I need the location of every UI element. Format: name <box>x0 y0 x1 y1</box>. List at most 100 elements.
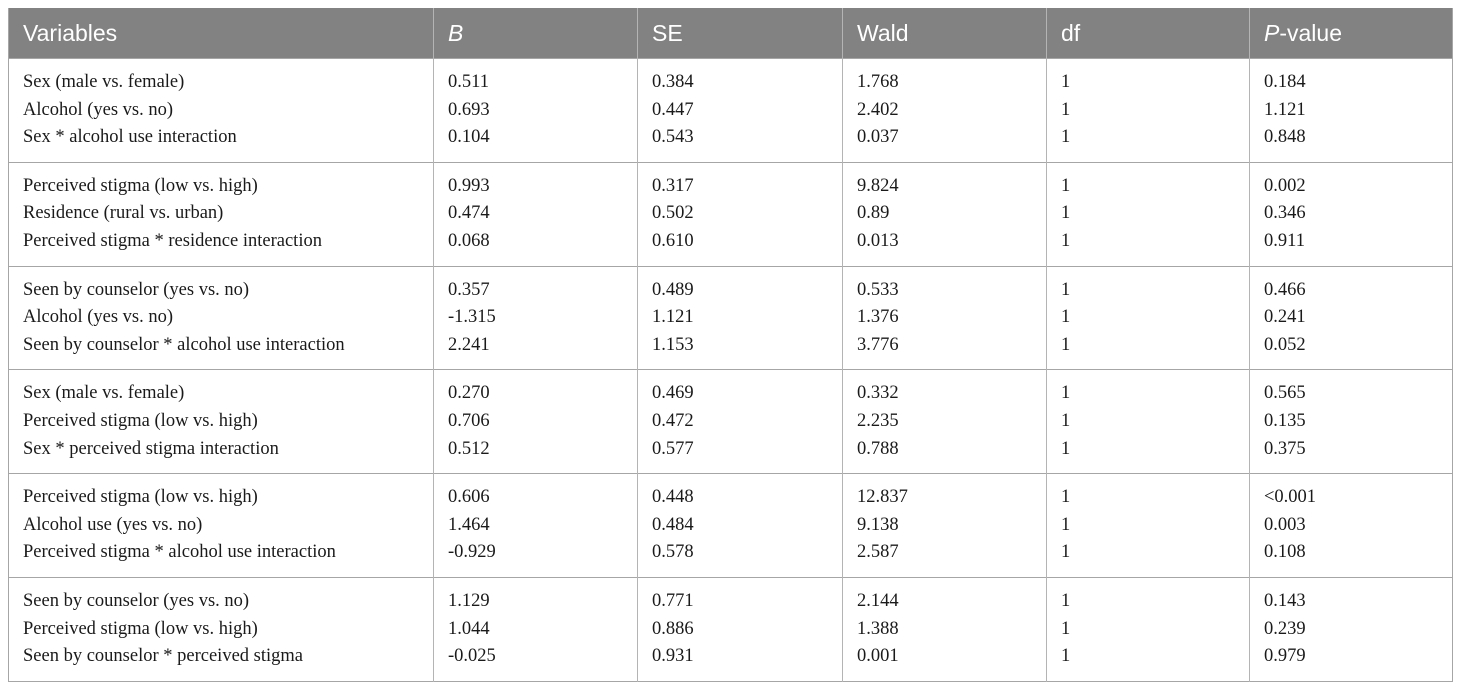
header-row: Variables B SE Wald df P-value <box>8 8 1453 59</box>
table-row-group-6: Seen by counselor (yes vs. no) Perceived … <box>8 576 1453 682</box>
results-table-container: Variables B SE Wald df P-value Sex (male… <box>8 8 1453 682</box>
header-df-label: df <box>1061 19 1081 46</box>
header-variables: Variables <box>8 8 434 59</box>
cell-se-values: 0.469 0.472 0.577 <box>637 369 843 474</box>
p-value-text: 0.239 <box>1264 618 1306 639</box>
header-se: SE <box>637 8 843 59</box>
p-value-text: 1.121 <box>1264 99 1306 120</box>
p-value-text: 0.003 <box>1264 514 1306 535</box>
se-value-text: 0.931 <box>652 646 694 667</box>
se-value-text: 0.502 <box>652 203 694 224</box>
wald-value-text: 1.376 <box>857 307 899 328</box>
variable-text: Seen by counselor (yes vs. no) <box>23 590 250 611</box>
cell-wald-values: 12.837 9.138 2.587 <box>842 473 1047 578</box>
se-value-text: 1.121 <box>652 307 694 328</box>
cell-se-values: 0.448 0.484 0.578 <box>637 473 843 578</box>
b-value-text: 0.512 <box>448 438 490 459</box>
df-value-text: 1 <box>1061 72 1071 92</box>
se-value-text: 0.886 <box>652 618 694 639</box>
p-value-text: 0.565 <box>1264 383 1306 404</box>
b-value-text: -1.315 <box>448 307 496 328</box>
se-value-text: 0.578 <box>652 542 694 563</box>
header-wald-label: Wald <box>857 19 909 46</box>
table-row-group-1: Sex (male vs. female) Alcohol (yes vs. no… <box>8 58 1453 163</box>
wald-value-text: 2.402 <box>857 99 899 120</box>
wald-value-text: 12.837 <box>857 487 908 508</box>
df-value-text: 1 <box>1061 618 1071 639</box>
table-row-group-5: Perceived stigma (low vs. high) Alcohol u… <box>8 473 1453 578</box>
p-value-text: 0.979 <box>1264 646 1306 667</box>
df-value-text: 1 <box>1061 230 1071 251</box>
table-row-group-4: Sex (male vs. female) Perceived stigma (l… <box>8 369 1453 474</box>
wald-value-text: 2.144 <box>857 590 899 611</box>
cell-p-values: 0.466 0.241 0.052 <box>1249 265 1453 370</box>
cell-df-values: 1 1 1 <box>1046 369 1250 474</box>
se-value-text: 0.771 <box>652 590 694 611</box>
wald-value-text: 1.768 <box>857 72 899 92</box>
b-value-text: 1.464 <box>448 514 490 535</box>
p-value-text: 0.466 <box>1264 279 1306 300</box>
variable-text: Perceived stigma (low vs. high) <box>23 487 258 508</box>
wald-value-text: 0.332 <box>857 383 899 404</box>
df-value-text: 1 <box>1061 514 1071 535</box>
variable-text: Sex (male vs. female) <box>23 383 185 404</box>
p-value-text: 0.135 <box>1264 410 1306 431</box>
cell-variables: Sex (male vs. female) Perceived stigma (l… <box>8 369 434 474</box>
se-value-text: 0.489 <box>652 279 694 300</box>
variable-text: Seen by counselor * perceived stigma <box>23 646 303 667</box>
cell-wald-values: 0.533 1.376 3.776 <box>842 265 1047 370</box>
se-value-text: 0.447 <box>652 99 694 120</box>
cell-df-values: 1 1 1 <box>1046 161 1250 267</box>
variable-text: Perceived stigma (low vs. high) <box>23 618 258 639</box>
b-value-text: 0.474 <box>448 203 490 224</box>
df-value-text: 1 <box>1061 203 1071 224</box>
cell-variables: Perceived stigma (low vs. high) Residence… <box>8 161 434 267</box>
cell-b-values: 0.993 0.474 0.068 <box>433 161 638 267</box>
wald-value-text: 3.776 <box>857 334 899 355</box>
cell-df-values: 1 1 1 <box>1046 576 1250 682</box>
se-value-text: 0.472 <box>652 410 694 431</box>
cell-p-values: <0.001 0.003 0.108 <box>1249 473 1453 578</box>
cell-wald-values: 1.768 2.402 0.037 <box>842 58 1047 163</box>
variable-text: Alcohol (yes vs. no) <box>23 99 174 120</box>
b-value-text: -0.025 <box>448 646 496 667</box>
se-value-text: 0.384 <box>652 72 694 92</box>
table-body: Sex (male vs. female) Alcohol (yes vs. no… <box>8 58 1453 682</box>
b-value-text: 0.706 <box>448 410 490 431</box>
variable-text: Sex * alcohol use interaction <box>23 127 237 148</box>
df-value-text: 1 <box>1061 307 1071 328</box>
variable-text: Residence (rural vs. urban) <box>23 203 224 224</box>
p-value-text: 0.108 <box>1264 542 1306 563</box>
p-value-text: 0.184 <box>1264 72 1306 92</box>
variable-text: Sex (male vs. female) <box>23 72 185 92</box>
se-value-text: 0.317 <box>652 175 694 196</box>
wald-value-text: 2.235 <box>857 410 899 431</box>
cell-variables: Seen by counselor (yes vs. no) Perceived … <box>8 576 434 682</box>
p-value-text: 0.002 <box>1264 175 1306 196</box>
df-value-text: 1 <box>1061 175 1071 196</box>
se-value-text: 0.469 <box>652 383 694 404</box>
header-wald: Wald <box>842 8 1047 59</box>
p-value-text: 0.848 <box>1264 127 1306 148</box>
results-table: Variables B SE Wald df P-value Sex (male… <box>8 8 1453 682</box>
cell-se-values: 0.489 1.121 1.153 <box>637 265 843 370</box>
df-value-text: 1 <box>1061 410 1071 431</box>
header-b-label: B <box>448 19 464 46</box>
se-value-text: 0.484 <box>652 514 694 535</box>
b-value-text: 2.241 <box>448 334 490 355</box>
wald-value-text: 9.824 <box>857 175 899 196</box>
b-value-text: 0.606 <box>448 487 490 508</box>
b-value-text: 1.044 <box>448 618 490 639</box>
cell-b-values: 0.357 -1.315 2.241 <box>433 265 638 370</box>
se-value-text: 0.577 <box>652 438 694 459</box>
df-value-text: 1 <box>1061 438 1071 459</box>
cell-variables: Sex (male vs. female) Alcohol (yes vs. no… <box>8 58 434 163</box>
p-value-text: 0.052 <box>1264 334 1306 355</box>
wald-value-text: 9.138 <box>857 514 899 535</box>
variable-text: Alcohol use (yes vs. no) <box>23 514 203 535</box>
cell-wald-values: 0.332 2.235 0.788 <box>842 369 1047 474</box>
se-value-text: 0.543 <box>652 127 694 148</box>
b-value-text: 0.104 <box>448 127 490 148</box>
cell-p-values: 0.184 1.121 0.848 <box>1249 58 1453 163</box>
df-value-text: 1 <box>1061 127 1071 148</box>
